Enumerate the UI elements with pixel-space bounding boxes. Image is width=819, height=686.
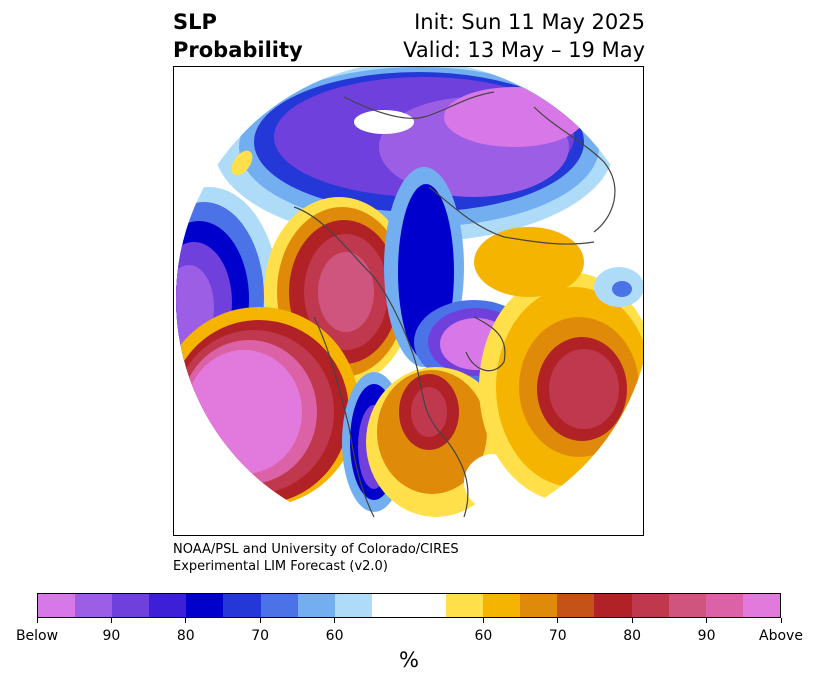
colorbar-tick-label: Below [15, 628, 59, 644]
colorbar-tick [631, 618, 633, 623]
colorbar-swatch [297, 594, 335, 617]
title-probability: Probability [173, 38, 303, 62]
colorbar-swatch [408, 594, 447, 617]
colorbar-swatch [38, 594, 76, 617]
colorbar-swatch [594, 594, 632, 617]
colorbar-swatch [446, 594, 484, 617]
colorbar-swatch [112, 594, 150, 617]
colorbar-unit: % [399, 648, 419, 672]
coastlines [293, 91, 616, 518]
credit-line-1: NOAA/PSL and University of Colorado/CIRE… [173, 542, 459, 557]
colorbar-swatch [557, 594, 595, 617]
colorbar-swatch [186, 594, 224, 617]
colorbar-tick [706, 618, 708, 623]
colorbar-tick [259, 618, 261, 623]
title-right: Init: Sun 11 May 2025 Valid: 13 May – 19… [403, 8, 645, 64]
colorbar-swatch [75, 594, 113, 617]
colorbar-swatch [223, 594, 261, 617]
colorbar-swatch [668, 594, 706, 617]
colorbar-swatch [371, 594, 409, 617]
colorbar-swatch [334, 594, 372, 617]
colorbar-tick-label: 70 [251, 628, 270, 644]
colorbar-tick [557, 618, 559, 623]
colorbar-tick [334, 618, 336, 623]
credit: NOAA/PSL and University of Colorado/CIRE… [173, 541, 459, 575]
colorbar-tick [110, 618, 112, 623]
probability-field [176, 67, 643, 535]
colorbar-swatch [705, 594, 743, 617]
colorbar-swatch [631, 594, 669, 617]
colorbar-swatch [483, 594, 521, 617]
colorbar-tick-label: 70 [548, 628, 567, 644]
colorbar [37, 593, 781, 618]
credit-line-2: Experimental LIM Forecast (v2.0) [173, 559, 388, 574]
colorbar-tick [36, 618, 38, 623]
title-slp: SLP [173, 10, 217, 34]
colorbar-tick [185, 618, 187, 623]
colorbar-swatch [260, 594, 298, 617]
colorbar-tick-label: 90 [697, 628, 716, 644]
colorbar-tick-label: 60 [474, 628, 493, 644]
init-date: Init: Sun 11 May 2025 [414, 10, 645, 34]
colorbar-tick [780, 618, 782, 623]
colorbar-tick-label: Above [759, 628, 803, 644]
colorbar-tick-label: 60 [325, 628, 344, 644]
colorbar-swatch [520, 594, 558, 617]
colorbar-swatch [149, 594, 187, 617]
colorbar-tick-label: 90 [102, 628, 121, 644]
colorbar-tick-label: 80 [623, 628, 642, 644]
forecast-map [173, 66, 644, 536]
colorbar-tick-label: 80 [176, 628, 195, 644]
title-left: SLP Probability [173, 8, 303, 64]
colorbar-swatch [742, 594, 780, 617]
colorbar-tick [482, 618, 484, 623]
valid-range: Valid: 13 May – 19 May [403, 38, 645, 62]
